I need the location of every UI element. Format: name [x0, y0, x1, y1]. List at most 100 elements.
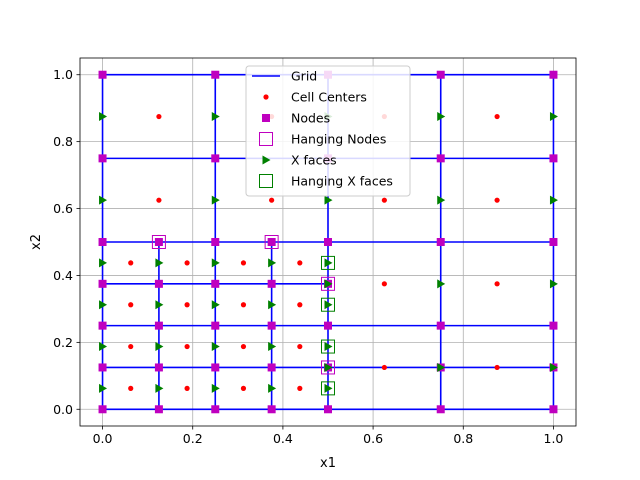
- node-point: [324, 405, 332, 414]
- x-face-point: [211, 258, 220, 268]
- y-tick-label: 0.0: [53, 402, 73, 417]
- x-face-point: [549, 195, 558, 205]
- cell-center-point: [297, 302, 303, 308]
- node-point: [154, 279, 163, 288]
- hanging-node-point: [151, 235, 166, 249]
- node-point: [549, 154, 558, 163]
- axis-ticks: 0.0 0.2 0.4 0.6 0.8 1.0 0.0 0.2 0.4 0.6 0.8 1.0: [53, 67, 563, 446]
- node-point: [98, 238, 107, 246]
- x-face-point: [549, 362, 558, 372]
- cell-center-point: [297, 385, 303, 391]
- x-face-point: [324, 300, 333, 310]
- cell-center-point: [184, 343, 190, 350]
- x-face-point: [437, 112, 446, 122]
- x-face-point: [211, 300, 220, 310]
- node-point: [324, 238, 332, 246]
- node-point: [267, 405, 276, 414]
- cell-center-point: [381, 281, 387, 287]
- node-point: [154, 321, 163, 330]
- hanging-node-point: [321, 360, 335, 375]
- x-face-point: [437, 195, 446, 205]
- cell-center-point: [494, 281, 500, 287]
- node-point: [267, 363, 276, 372]
- node-point: [324, 321, 332, 330]
- legend-marker: [262, 114, 270, 122]
- node-point: [436, 238, 445, 246]
- node-point: [211, 363, 220, 372]
- x-face-point: [99, 383, 108, 393]
- cell-center-point: [381, 197, 387, 203]
- cell-center-point: [184, 260, 190, 266]
- legend-marker: [259, 132, 273, 146]
- legend-label: Hanging X faces: [291, 174, 393, 189]
- node-point: [98, 70, 107, 79]
- x-face-point: [99, 195, 108, 205]
- y-tick-label: 0.4: [53, 268, 73, 283]
- x-face-point: [324, 362, 333, 372]
- x-face-point: [155, 383, 164, 393]
- node-point: [267, 321, 276, 330]
- node-point: [436, 154, 445, 163]
- x-face-point: [155, 300, 164, 310]
- cell-center-point: [240, 343, 247, 350]
- node-point: [436, 321, 445, 330]
- x-face-point: [324, 195, 333, 205]
- x-tick-label: 0.8: [453, 431, 473, 446]
- node-point: [436, 70, 445, 79]
- node-point: [98, 154, 107, 163]
- cell-center-point: [494, 197, 500, 203]
- node-point: [154, 363, 163, 372]
- x-face-point: [99, 342, 108, 352]
- x-tick-label: 1.0: [544, 431, 564, 446]
- x-axis-label: x1: [320, 456, 336, 471]
- cell-center-point: [240, 302, 247, 308]
- x-face-point: [211, 195, 220, 205]
- x-face-point: [268, 258, 277, 268]
- x-tick-label: 0.0: [93, 431, 113, 446]
- cell-center-point: [381, 364, 387, 371]
- cell-center-point: [297, 343, 303, 350]
- node-point: [211, 154, 220, 163]
- legend-label: Hanging Nodes: [291, 132, 386, 147]
- legend-label: Nodes: [291, 111, 330, 126]
- cell-center-point: [128, 385, 134, 391]
- x-face-point: [324, 279, 333, 289]
- cell-center-point: [156, 197, 162, 203]
- node-point: [98, 321, 107, 330]
- cell-center-point: [494, 364, 500, 371]
- x-face-point: [437, 362, 446, 372]
- legend-marker: [262, 155, 271, 165]
- x-tick-label: 0.4: [273, 431, 293, 446]
- x-face-point: [268, 342, 277, 352]
- legend-label: Grid: [291, 69, 317, 84]
- y-axis-label: x2: [29, 234, 44, 250]
- node-point: [211, 70, 220, 79]
- y-tick-label: 1.0: [53, 67, 73, 82]
- node-point: [267, 238, 276, 246]
- x-face-point: [549, 112, 558, 122]
- node-point: [98, 363, 107, 372]
- node-point: [211, 405, 220, 414]
- cell-center-point: [240, 260, 247, 266]
- y-tick-label: 0.8: [53, 134, 73, 149]
- node-point: [154, 405, 163, 414]
- x-face-point: [99, 300, 108, 310]
- node-point: [549, 405, 558, 414]
- legend-marker: [263, 94, 269, 100]
- legend-label: X faces: [291, 153, 337, 168]
- x-face-point: [99, 112, 108, 122]
- cell-center-point: [494, 113, 500, 120]
- x-face-point: [549, 279, 558, 289]
- cell-center-point: [184, 302, 190, 308]
- cell-center-point: [128, 343, 134, 350]
- x-face-point: [324, 383, 333, 393]
- y-tick-label: 0.6: [53, 201, 73, 216]
- x-face-point: [437, 279, 446, 289]
- x-face-point: [268, 383, 277, 393]
- node-point: [436, 405, 445, 414]
- x-face-point: [155, 258, 164, 268]
- legend-label: Cell Centers: [291, 90, 367, 105]
- node-point: [154, 238, 163, 246]
- hanging-x-face-point: [321, 297, 335, 312]
